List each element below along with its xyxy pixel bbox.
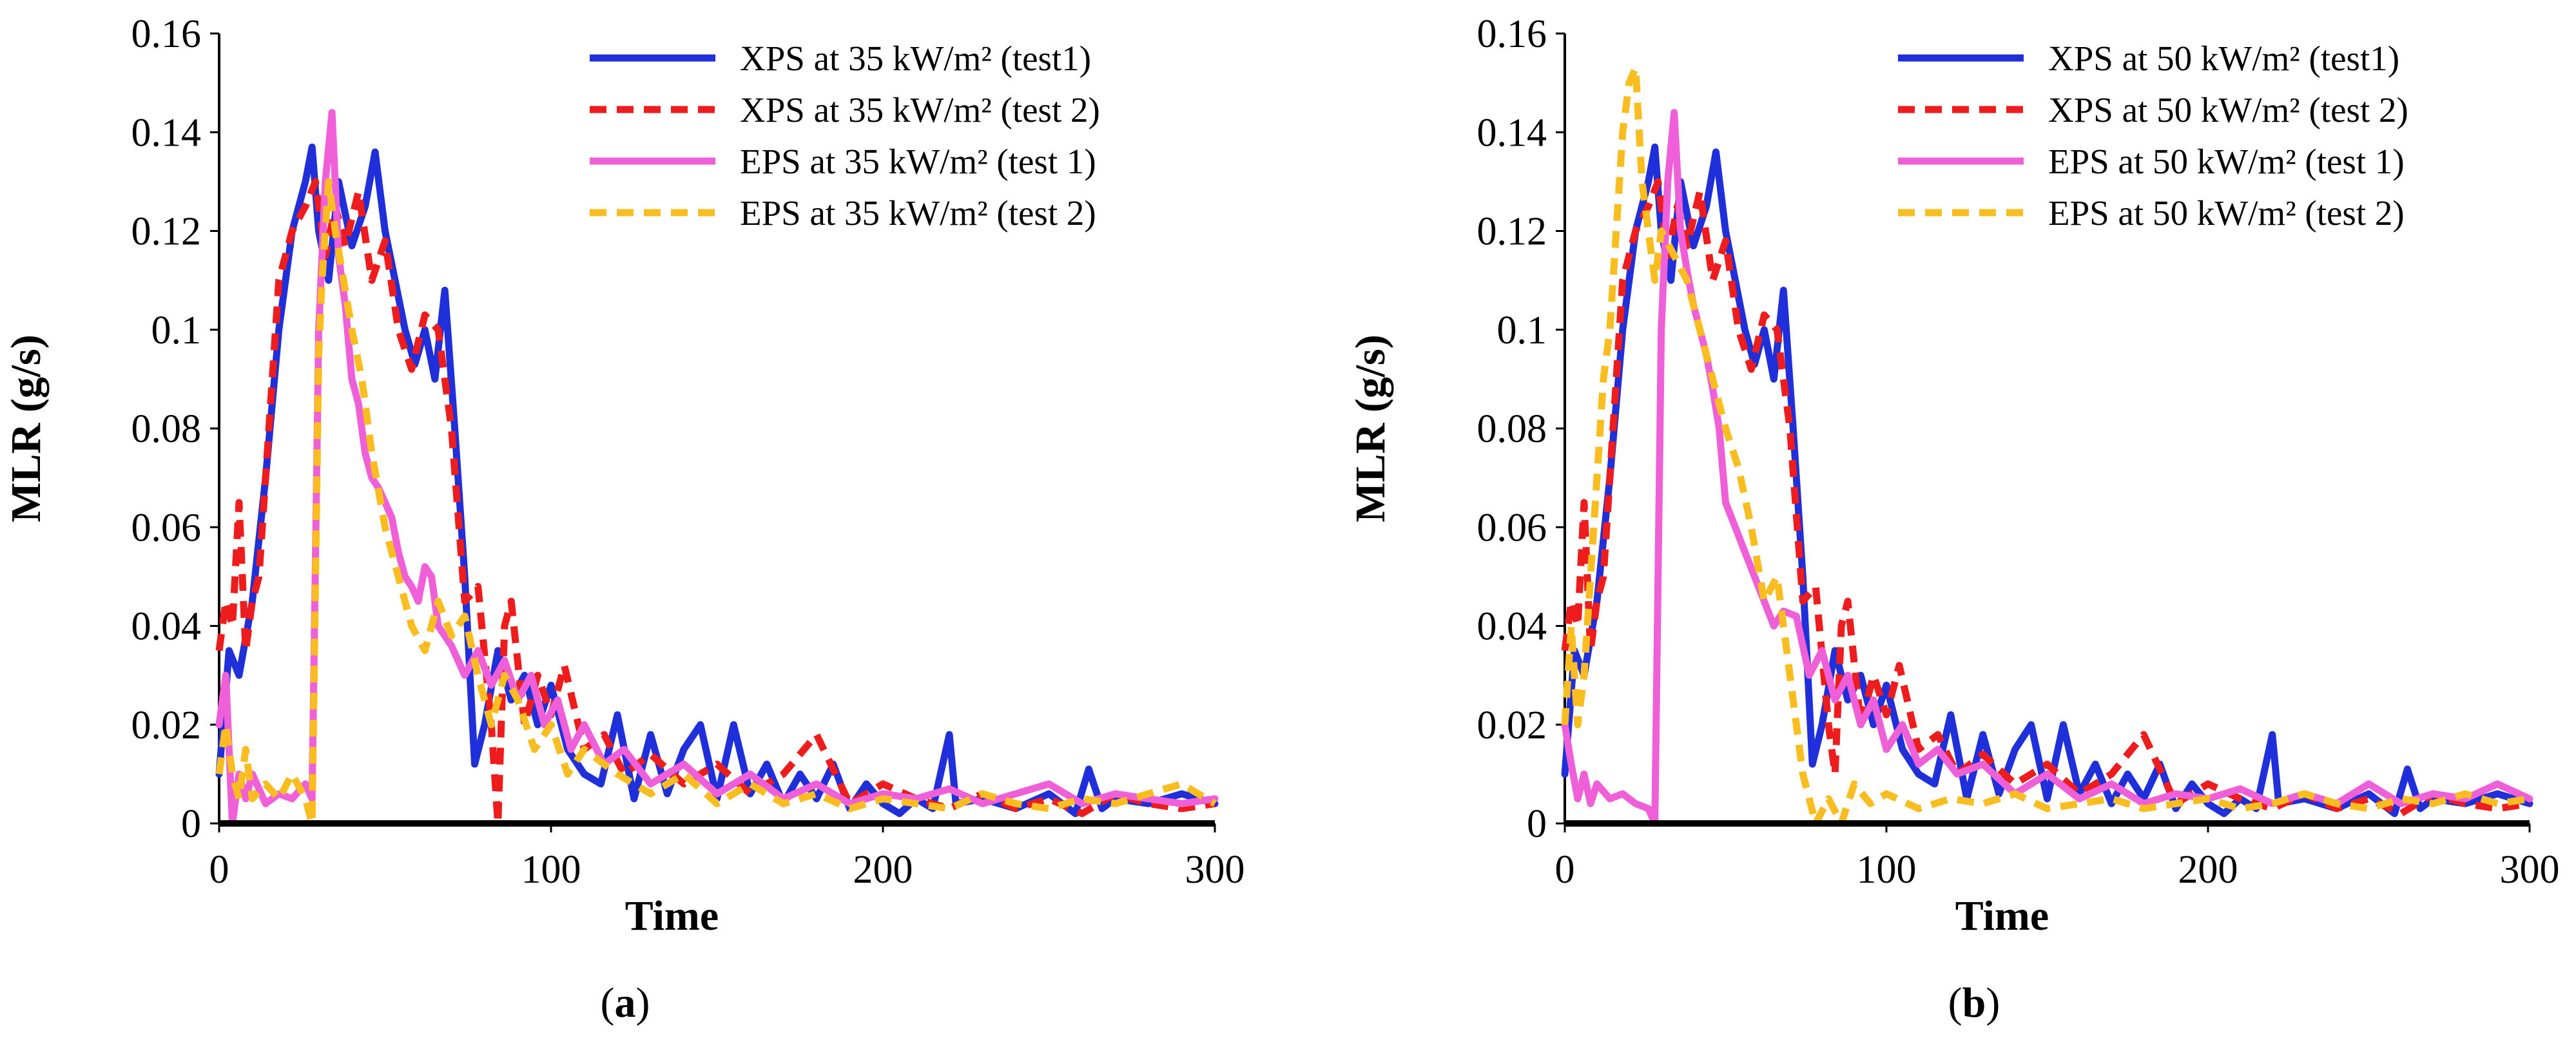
legend-label-2: XPS at 35 kW/m² (test 2) [740, 90, 1100, 130]
x-tick-label: 100 [521, 848, 581, 892]
series-line-2 [1561, 178, 2530, 818]
x-tick-label: 0 [209, 848, 229, 892]
y-tick-label: 0.1 [1497, 309, 1547, 352]
y-tick-label: 0.06 [131, 506, 202, 550]
x-tick-label: 300 [2500, 848, 2560, 892]
series-line-1 [1561, 143, 2533, 818]
y-tick-label: 0.08 [131, 407, 202, 451]
y-tick-label: 0.04 [131, 605, 202, 649]
caption-letter: a [615, 979, 636, 1026]
caption-open-paren: ( [601, 979, 615, 1026]
x-tick-label: 200 [2178, 848, 2238, 892]
y-tick-label: 0.16 [1477, 12, 1547, 56]
y-tick-label: 0.02 [131, 704, 202, 747]
panel-b: 0 0.02 0.04 0.06 0.08 0.1 0.12 0.14 0.16 0 100 200 3… [1347, 12, 2560, 1026]
x-tick-label: 0 [1555, 848, 1575, 892]
caption-close-paren: ) [1986, 979, 2000, 1026]
series-line-4 [1561, 64, 2530, 827]
y-tick-label: 0.16 [131, 12, 202, 56]
y-tick-label: 0.08 [1477, 407, 1547, 451]
legend: XPS at 35 kW/m² (test1) XPS at 35 kW/m² (… [590, 39, 1100, 233]
x-tick-label: 100 [1857, 848, 1917, 892]
panel-caption: (b) [1948, 979, 2000, 1026]
series-line-3 [1561, 109, 2533, 827]
caption-close-paren: ) [636, 979, 650, 1026]
series-line-1 [215, 143, 1219, 818]
series-line-2 [215, 178, 1215, 827]
y-tick-label: 0.04 [1477, 605, 1547, 649]
legend-label-4: EPS at 35 kW/m² (test 2) [740, 193, 1096, 233]
legend-label-1: XPS at 35 kW/m² (test1) [740, 39, 1091, 78]
x-tick-label: 200 [853, 848, 913, 892]
legend-label-3: EPS at 50 kW/m² (test 1) [2048, 142, 2405, 181]
y-tick-label: 0.12 [131, 210, 202, 254]
x-axis-title: Time [625, 892, 719, 939]
y-tick-label: 0 [1527, 802, 1547, 846]
y-tick-label: 0.1 [151, 309, 202, 352]
y-tick-label: 0.14 [1477, 111, 1547, 155]
caption-letter: b [1962, 979, 1986, 1026]
series-line-3 [215, 109, 1219, 827]
y-tick-label: 0.06 [1477, 506, 1547, 550]
y-axis-title: MLR (g/s) [3, 334, 50, 522]
x-tick-label: 300 [1185, 848, 1245, 892]
y-axis-title: MLR (g/s) [1347, 334, 1394, 522]
y-tick-label: 0 [181, 802, 201, 846]
y-tick-label: 0.02 [1477, 704, 1547, 747]
legend: XPS at 50 kW/m² (test1) XPS at 50 kW/m² (… [1898, 39, 2408, 233]
series-line-4 [215, 178, 1217, 827]
x-axis-title: Time [1955, 892, 2049, 939]
panel-caption: (a) [601, 979, 650, 1026]
legend-label-2: XPS at 50 kW/m² (test 2) [2048, 90, 2408, 130]
legend-label-1: XPS at 50 kW/m² (test1) [2048, 39, 2399, 78]
legend-label-4: EPS at 50 kW/m² (test 2) [2048, 193, 2405, 233]
y-tick-label: 0.14 [131, 111, 202, 155]
y-tick-label: 0.12 [1477, 210, 1547, 254]
caption-open-paren: ( [1948, 979, 1962, 1026]
legend-label-3: EPS at 35 kW/m² (test 1) [740, 142, 1096, 181]
panel-a: 0 0.02 0.04 0.06 0.08 0.1 0.12 0.14 0.16 0 100 200 3… [3, 12, 1245, 1026]
